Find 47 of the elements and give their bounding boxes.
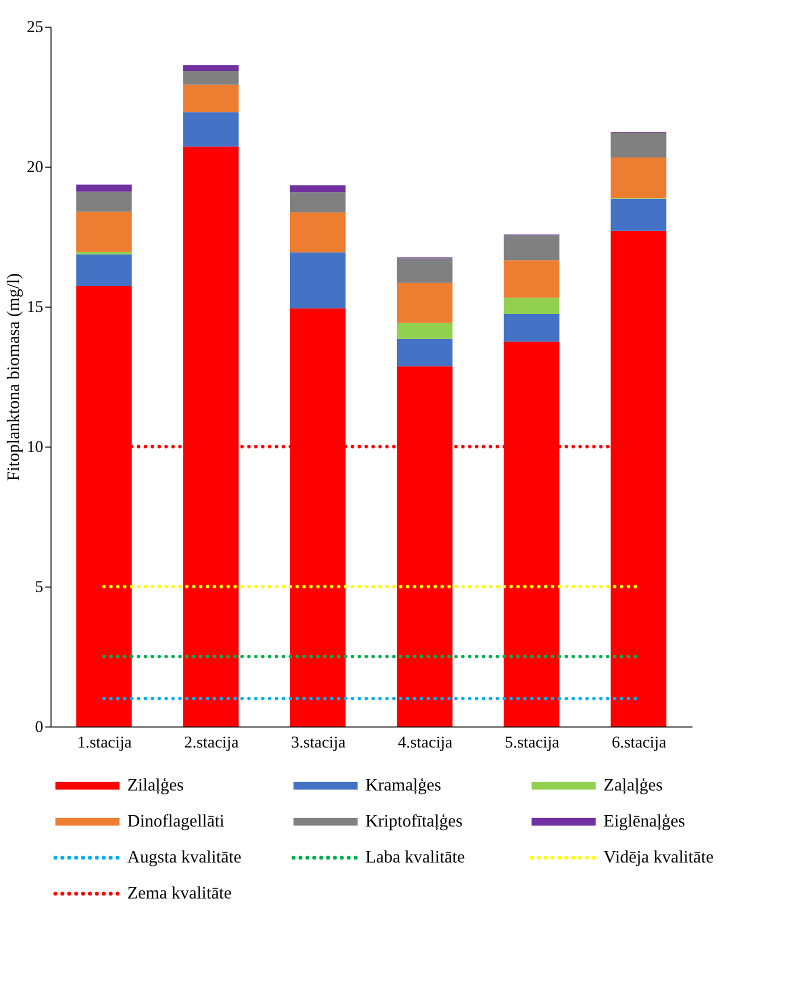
bar xyxy=(76,212,132,252)
bar xyxy=(610,132,666,158)
x-tick-label: 6.stacija xyxy=(612,732,667,752)
y-tick-label: 0 xyxy=(34,716,44,736)
bar xyxy=(504,235,560,260)
bar xyxy=(183,71,239,85)
legend-label: Augsta kvalitāte xyxy=(127,846,242,867)
bar xyxy=(76,184,132,192)
x-tick-label: 4.stacija xyxy=(398,732,454,752)
bar xyxy=(610,198,666,231)
legend-label: Zaļaļģes xyxy=(604,774,663,795)
legend-label: Eiglēnaļģes xyxy=(604,810,686,831)
x-tick-label: 5.stacija xyxy=(504,732,560,752)
bar xyxy=(396,282,452,323)
legend-label: Kriptofītaļģes xyxy=(365,810,463,831)
bar xyxy=(183,112,239,147)
legend-label: Zema kvalitāte xyxy=(127,882,232,903)
bar xyxy=(396,258,452,283)
bar xyxy=(76,252,132,254)
bar xyxy=(504,298,560,314)
bar xyxy=(183,65,239,72)
y-tick-label: 20 xyxy=(26,157,44,176)
bar xyxy=(76,192,132,212)
legend-label: Zilaļģes xyxy=(127,774,184,795)
bar xyxy=(290,252,346,308)
bar xyxy=(396,338,452,366)
bar xyxy=(396,322,452,339)
legend-label: Vidēja kvalitāte xyxy=(604,846,714,867)
legend-label: Laba kvalitāte xyxy=(365,846,466,867)
legend-label: Dinoflagellāti xyxy=(127,810,225,831)
bar xyxy=(610,157,666,198)
y-tick-label: 5 xyxy=(34,576,44,596)
bar xyxy=(290,212,346,252)
y-axis-title: Fitoplanktona biomasa (mg/l) xyxy=(2,273,23,482)
y-tick-label: 25 xyxy=(26,17,44,36)
bar xyxy=(504,260,560,298)
bar xyxy=(183,84,239,112)
x-tick-label: 2.stacija xyxy=(184,732,240,752)
bar xyxy=(504,314,560,342)
x-tick-label: 3.stacija xyxy=(290,732,346,752)
legend-label: Kramaļģes xyxy=(365,774,442,795)
x-tick-label: 1.stacija xyxy=(77,732,132,752)
bar xyxy=(290,192,346,212)
bar xyxy=(290,185,346,192)
y-tick-label: 15 xyxy=(26,297,44,316)
bar xyxy=(76,254,132,286)
y-tick-label: 10 xyxy=(26,436,44,456)
